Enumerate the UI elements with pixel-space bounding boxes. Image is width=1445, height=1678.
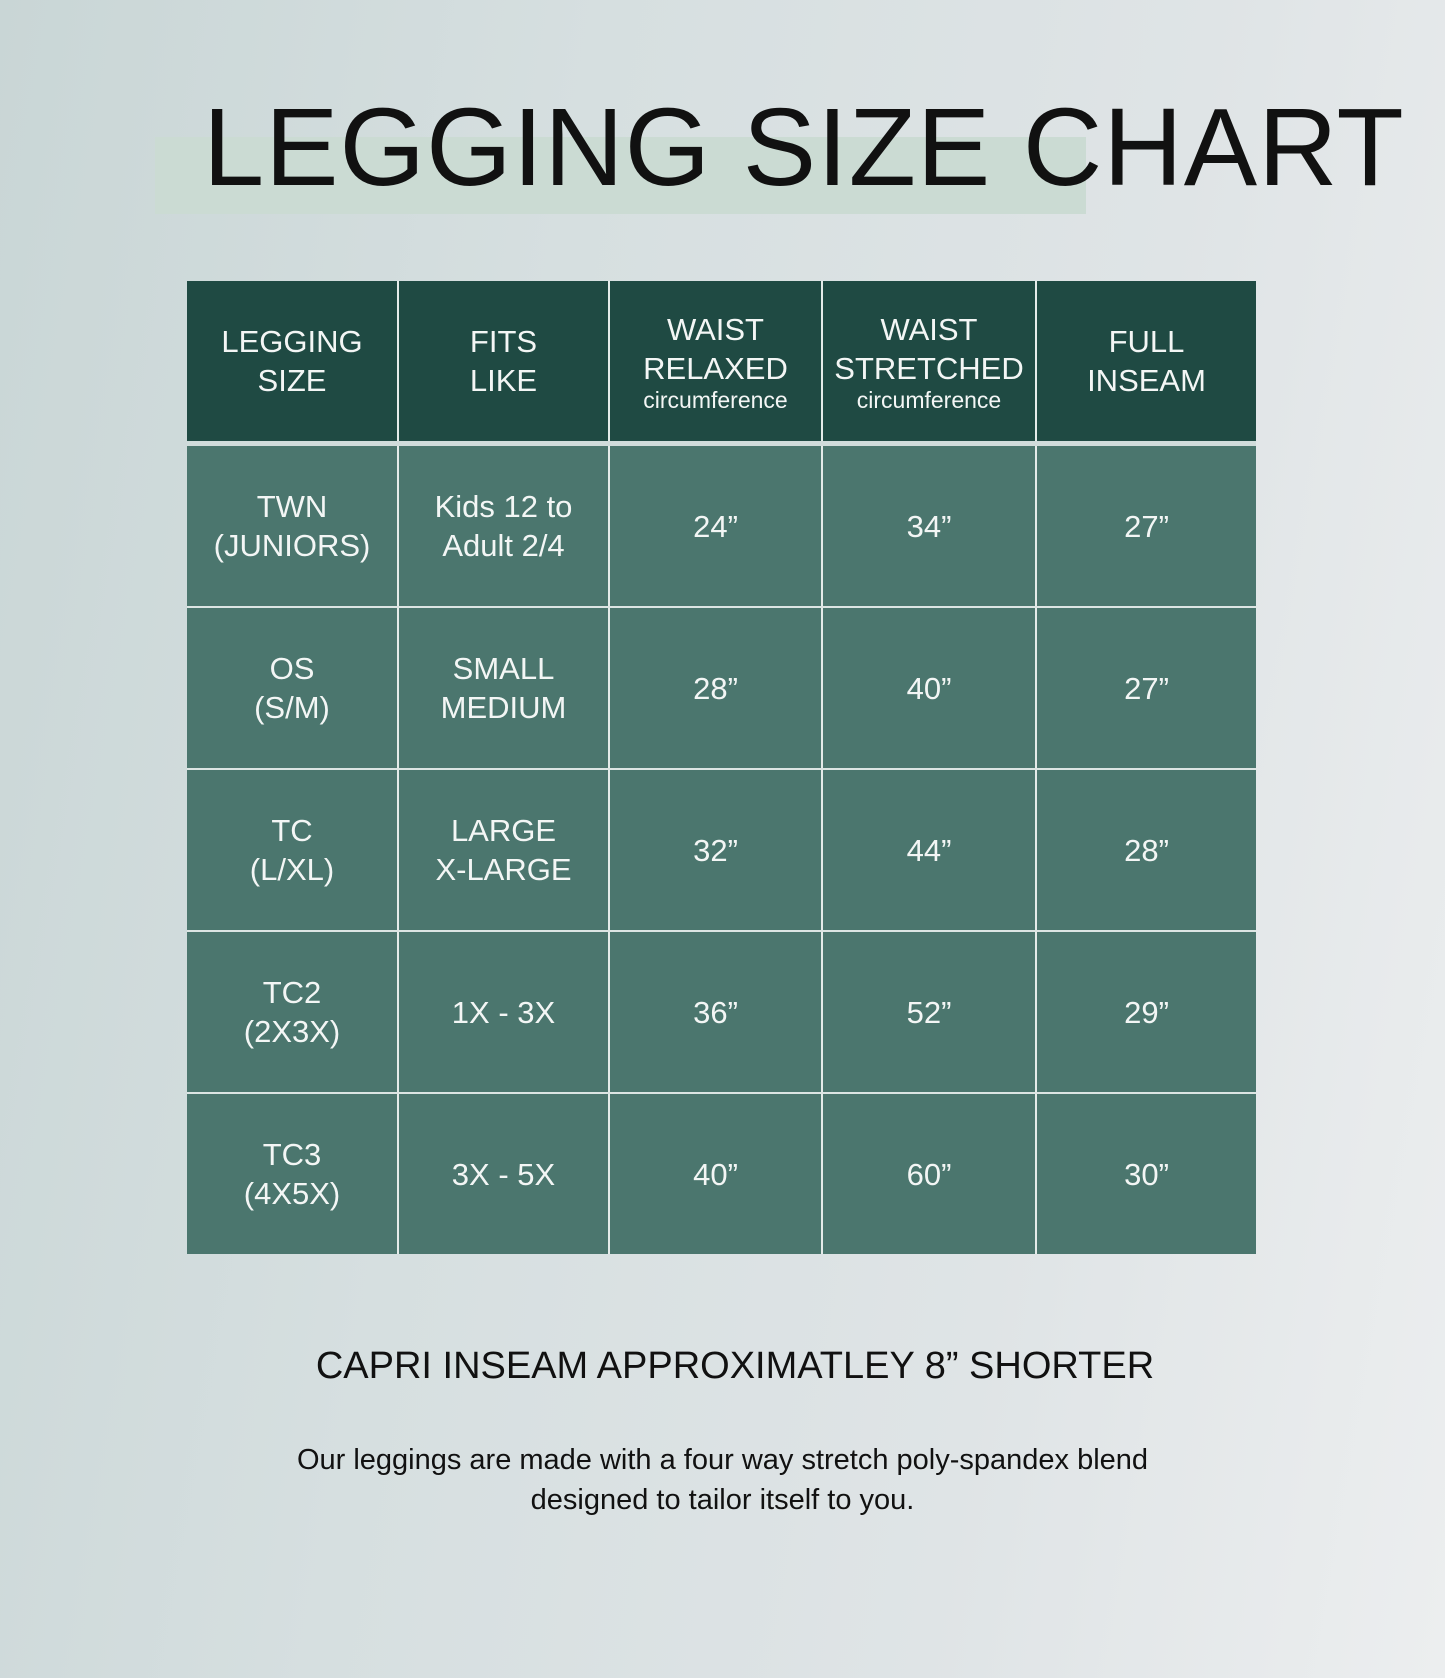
inseam-value: 27” (1124, 670, 1169, 706)
inseam-value: 30” (1124, 1156, 1169, 1192)
inseam-value: 27” (1124, 508, 1169, 544)
size-label: (L/XL) (249, 852, 335, 887)
fits-label: MEDIUM (440, 690, 567, 725)
fits-cell: Kids 12 to Adult 2/4 (399, 446, 610, 606)
size-label: OS (269, 651, 315, 686)
fits-label: 1X - 3X (451, 994, 556, 1030)
fits-label: SMALL (452, 651, 555, 686)
size-label: (2X3X) (243, 1014, 341, 1049)
header-label: WAIST (880, 312, 978, 347)
header-label: LIKE (469, 363, 538, 398)
fits-cell: 3X - 5X (399, 1094, 610, 1254)
table-row: TWN (JUNIORS) Kids 12 to Adult 2/4 24” 34” 27” (187, 446, 1256, 606)
inseam-value: 29” (1124, 994, 1169, 1030)
description-line: Our leggings are made with a four way st… (296, 1444, 1149, 1476)
stretched-value: 60” (906, 1156, 952, 1192)
relaxed-cell: 36” (610, 932, 823, 1092)
size-cell: OS (S/M) (187, 608, 399, 768)
description-line: designed to tailor itself to you. (530, 1484, 915, 1516)
relaxed-value: 32” (693, 832, 738, 868)
inseam-cell: 27” (1037, 608, 1256, 768)
relaxed-cell: 28” (610, 608, 823, 768)
relaxed-cell: 24” (610, 446, 823, 606)
header-label: LEGGING (221, 324, 363, 359)
table-row: OS (S/M) SMALL MEDIUM 28” 40” 27” (187, 606, 1256, 768)
header-cell: LEGGING SIZE (187, 281, 399, 441)
size-label: (JUNIORS) (213, 528, 371, 563)
size-cell: TC (L/XL) (187, 770, 399, 930)
stretched-cell: 40” (823, 608, 1037, 768)
description: Our leggings are made with a four way st… (0, 1440, 1445, 1520)
inseam-value: 28” (1124, 832, 1169, 868)
stretched-cell: 44” (823, 770, 1037, 930)
fits-label: LARGE (450, 813, 557, 848)
table-row: TC (L/XL) LARGE X-LARGE 32” 44” 28” (187, 768, 1256, 930)
inseam-cell: 30” (1037, 1094, 1256, 1254)
inseam-cell: 27” (1037, 446, 1256, 606)
size-label: TC2 (262, 975, 322, 1010)
header-sublabel: circumference (643, 387, 788, 413)
header-cell: FITS LIKE (399, 281, 610, 441)
stretched-cell: 34” (823, 446, 1037, 606)
header-label: STRETCHED (834, 351, 1024, 386)
stretched-value: 34” (906, 508, 952, 544)
table-row: TC3 (4X5X) 3X - 5X 40” 60” 30” (187, 1092, 1256, 1254)
stretched-cell: 60” (823, 1094, 1037, 1254)
fits-cell: LARGE X-LARGE (399, 770, 610, 930)
size-label: TC (271, 813, 313, 848)
header-cell: FULL INSEAM (1037, 281, 1256, 441)
size-label: (4X5X) (243, 1176, 341, 1211)
stretched-value: 52” (906, 994, 952, 1030)
fits-label: 3X - 5X (451, 1156, 556, 1192)
stretched-value: 40” (906, 670, 952, 706)
header-label: FITS (469, 324, 538, 359)
relaxed-value: 24” (693, 508, 738, 544)
header-divider (187, 441, 1256, 446)
header-cell: WAIST STRETCHED circumference (823, 281, 1037, 441)
inseam-cell: 28” (1037, 770, 1256, 930)
header-label: WAIST (666, 312, 764, 347)
relaxed-cell: 40” (610, 1094, 823, 1254)
header-row: LEGGING SIZE FITS LIKE WAIST RELAXED circumfer… (187, 281, 1256, 441)
table-row: TC2 (2X3X) 1X - 3X 36” 52” 29” (187, 930, 1256, 1092)
size-cell: TWN (JUNIORS) (187, 446, 399, 606)
inseam-cell: 29” (1037, 932, 1256, 1092)
size-label: TC3 (262, 1137, 322, 1172)
header-label: INSEAM (1087, 363, 1206, 398)
fits-label: Adult 2/4 (442, 528, 565, 563)
size-cell: TC2 (2X3X) (187, 932, 399, 1092)
title-highlight (155, 137, 1086, 214)
size-table: LEGGING SIZE FITS LIKE WAIST RELAXED circumfer… (187, 281, 1256, 1254)
header-cell: WAIST RELAXED circumference (610, 281, 823, 441)
header-label: FULL (1108, 324, 1185, 359)
header-label: SIZE (257, 363, 327, 398)
size-cell: TC3 (4X5X) (187, 1094, 399, 1254)
stretched-cell: 52” (823, 932, 1037, 1092)
header-label: RELAXED (643, 351, 788, 386)
fits-cell: SMALL MEDIUM (399, 608, 610, 768)
relaxed-value: 40” (693, 1156, 738, 1192)
fits-label: Kids 12 to (434, 489, 573, 524)
relaxed-cell: 32” (610, 770, 823, 930)
capri-note: CAPRI INSEAM APPROXIMATLEY 8” SHORTER (315, 1345, 1155, 1387)
fits-label: X-LARGE (435, 852, 572, 887)
header-sublabel: circumference (856, 387, 1002, 413)
fits-cell: 1X - 3X (399, 932, 610, 1092)
size-label: (S/M) (254, 690, 330, 725)
page-title: LEGGING SIZE CHART (203, 86, 1405, 209)
size-label: TWN (256, 489, 328, 524)
relaxed-value: 36” (693, 994, 738, 1030)
relaxed-value: 28” (693, 670, 738, 706)
stretched-value: 44” (906, 832, 952, 868)
